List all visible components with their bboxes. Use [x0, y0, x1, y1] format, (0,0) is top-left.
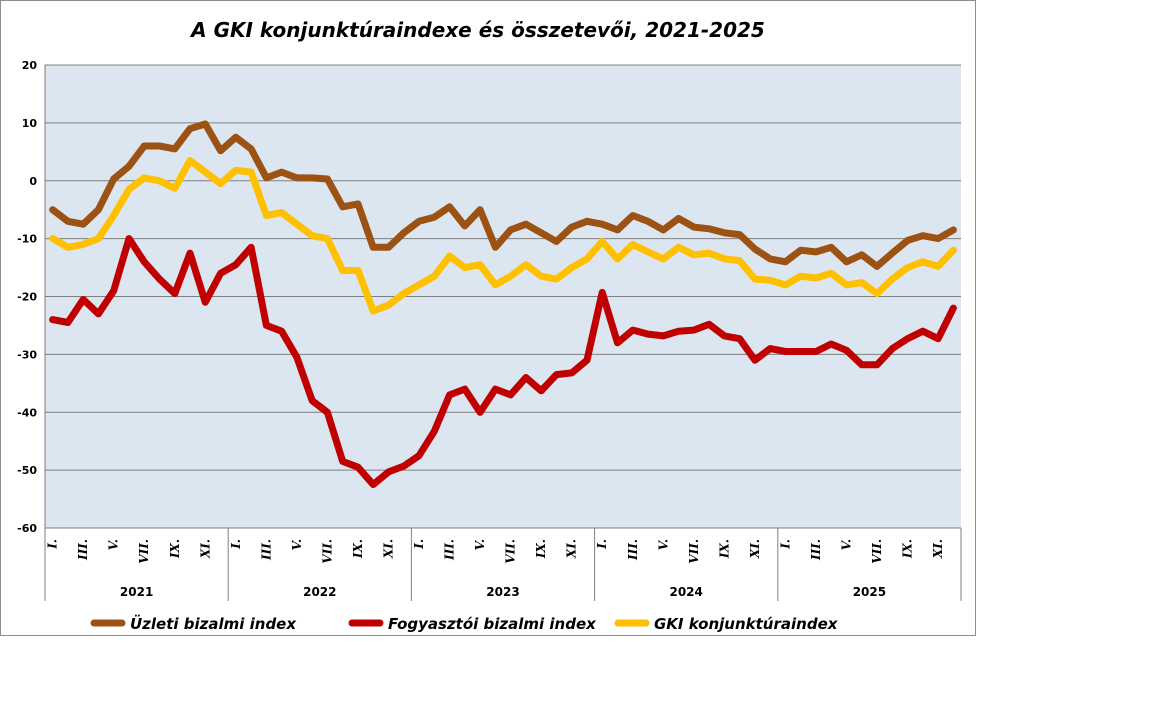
series-line-1 [49, 120, 957, 270]
x-tick-label: V. [656, 539, 670, 550]
x-tick-label: I. [229, 539, 243, 550]
x-tick-label: VII. [320, 539, 334, 564]
x-tick-label: VII. [870, 539, 884, 564]
x-tick-label: XI. [565, 539, 579, 559]
series-lines [49, 120, 957, 489]
x-tick-label: I. [595, 539, 609, 550]
x-tick-label: III. [626, 539, 640, 561]
y-tick-label: 10 [22, 117, 38, 130]
x-tick-label: XI. [382, 539, 396, 559]
x-tick-label: V. [107, 539, 121, 550]
x-tick-label: XI. [931, 539, 945, 559]
x-tick-label: XI. [748, 539, 762, 559]
x-tick-label: I. [412, 539, 426, 550]
x-tick-label: III. [443, 539, 457, 561]
chart-canvas: A GKI konjunktúraindexe és összetevői, 2… [17, 18, 962, 633]
series-line-3 [49, 157, 957, 315]
x-tick-label: IX. [901, 539, 915, 559]
year-label: 2024 [669, 585, 702, 599]
series-line-2 [49, 235, 957, 489]
chart-frame: A GKI konjunktúraindexe és összetevői, 2… [0, 0, 976, 636]
y-tick-label: -50 [17, 464, 37, 477]
x-tick-label: VII. [504, 539, 518, 564]
x-tick-label: III. [76, 539, 90, 561]
y-tick-label: 0 [29, 175, 37, 188]
year-label: 2025 [853, 585, 886, 599]
y-axis: 20 10 0 -10 -20 -30 -40 -50 -60 [17, 59, 46, 535]
x-tick-label: V. [473, 539, 487, 550]
legend-label: GKI konjunktúraindex [654, 615, 839, 633]
x-tick-label: IX. [351, 539, 365, 559]
x-tick-label: III. [259, 539, 273, 561]
y-tick-label: -40 [17, 406, 37, 419]
y-tick-label: -10 [17, 233, 37, 246]
x-tick-label: XI. [198, 539, 212, 559]
x-tick-label: III. [809, 539, 823, 561]
x-tick-label: I. [778, 539, 792, 550]
y-tick-label: 20 [22, 59, 38, 72]
legend-label: Üzleti bizalmi index [130, 614, 297, 633]
x-tick-label: V. [840, 539, 854, 550]
year-label: 2023 [486, 585, 519, 599]
chart-title: A GKI konjunktúraindexe és összetevői, 2… [189, 18, 765, 42]
x-tick-label: IX. [717, 539, 731, 559]
y-tick-label: -30 [17, 348, 37, 361]
year-label: 2021 [120, 585, 153, 599]
x-tick-label: VII. [137, 539, 151, 564]
year-label: 2022 [303, 585, 336, 599]
y-tick-label: -60 [17, 522, 37, 535]
x-tick-label: IX. [168, 539, 182, 559]
x-tick-label: V. [290, 539, 304, 550]
x-tick-label: VII. [687, 539, 701, 564]
y-tick-label: -20 [17, 291, 37, 304]
legend: Üzleti bizalmi index Fogyasztói bizalmi i… [90, 614, 839, 633]
x-tick-label: IX. [534, 539, 548, 559]
x-tick-label: I. [46, 539, 60, 550]
legend-label: Fogyasztói bizalmi index [388, 615, 597, 633]
x-axis: I. III. V. VII. IX. XI. 2021 I. III. V. VII. IX. XI.… [44, 527, 962, 601]
